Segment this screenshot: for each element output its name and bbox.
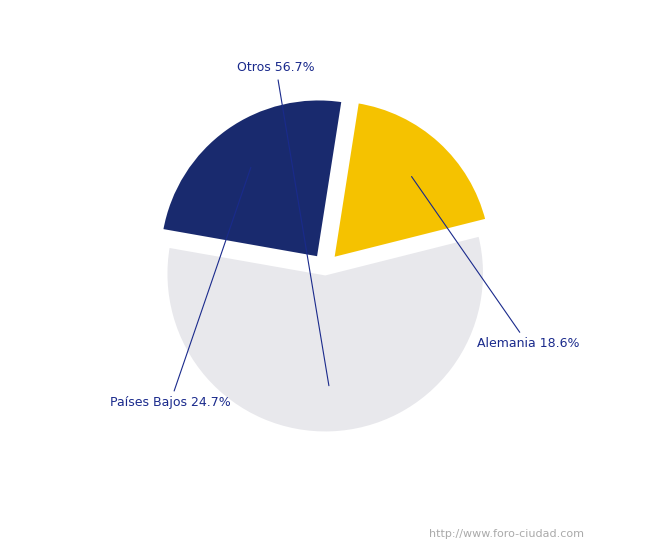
Wedge shape: [166, 235, 485, 433]
Text: http://www.foro-ciudad.com: http://www.foro-ciudad.com: [430, 529, 584, 539]
Wedge shape: [161, 98, 343, 258]
Text: Alemania 18.6%: Alemania 18.6%: [411, 177, 579, 350]
Wedge shape: [333, 102, 488, 259]
Text: Países Bajos 24.7%: Países Bajos 24.7%: [110, 167, 251, 409]
Text: Medina de Rioseco - Turistas extranjeros según país - Octubre de 2024: Medina de Rioseco - Turistas extranjeros…: [54, 18, 596, 34]
Text: Otros 56.7%: Otros 56.7%: [237, 62, 329, 386]
